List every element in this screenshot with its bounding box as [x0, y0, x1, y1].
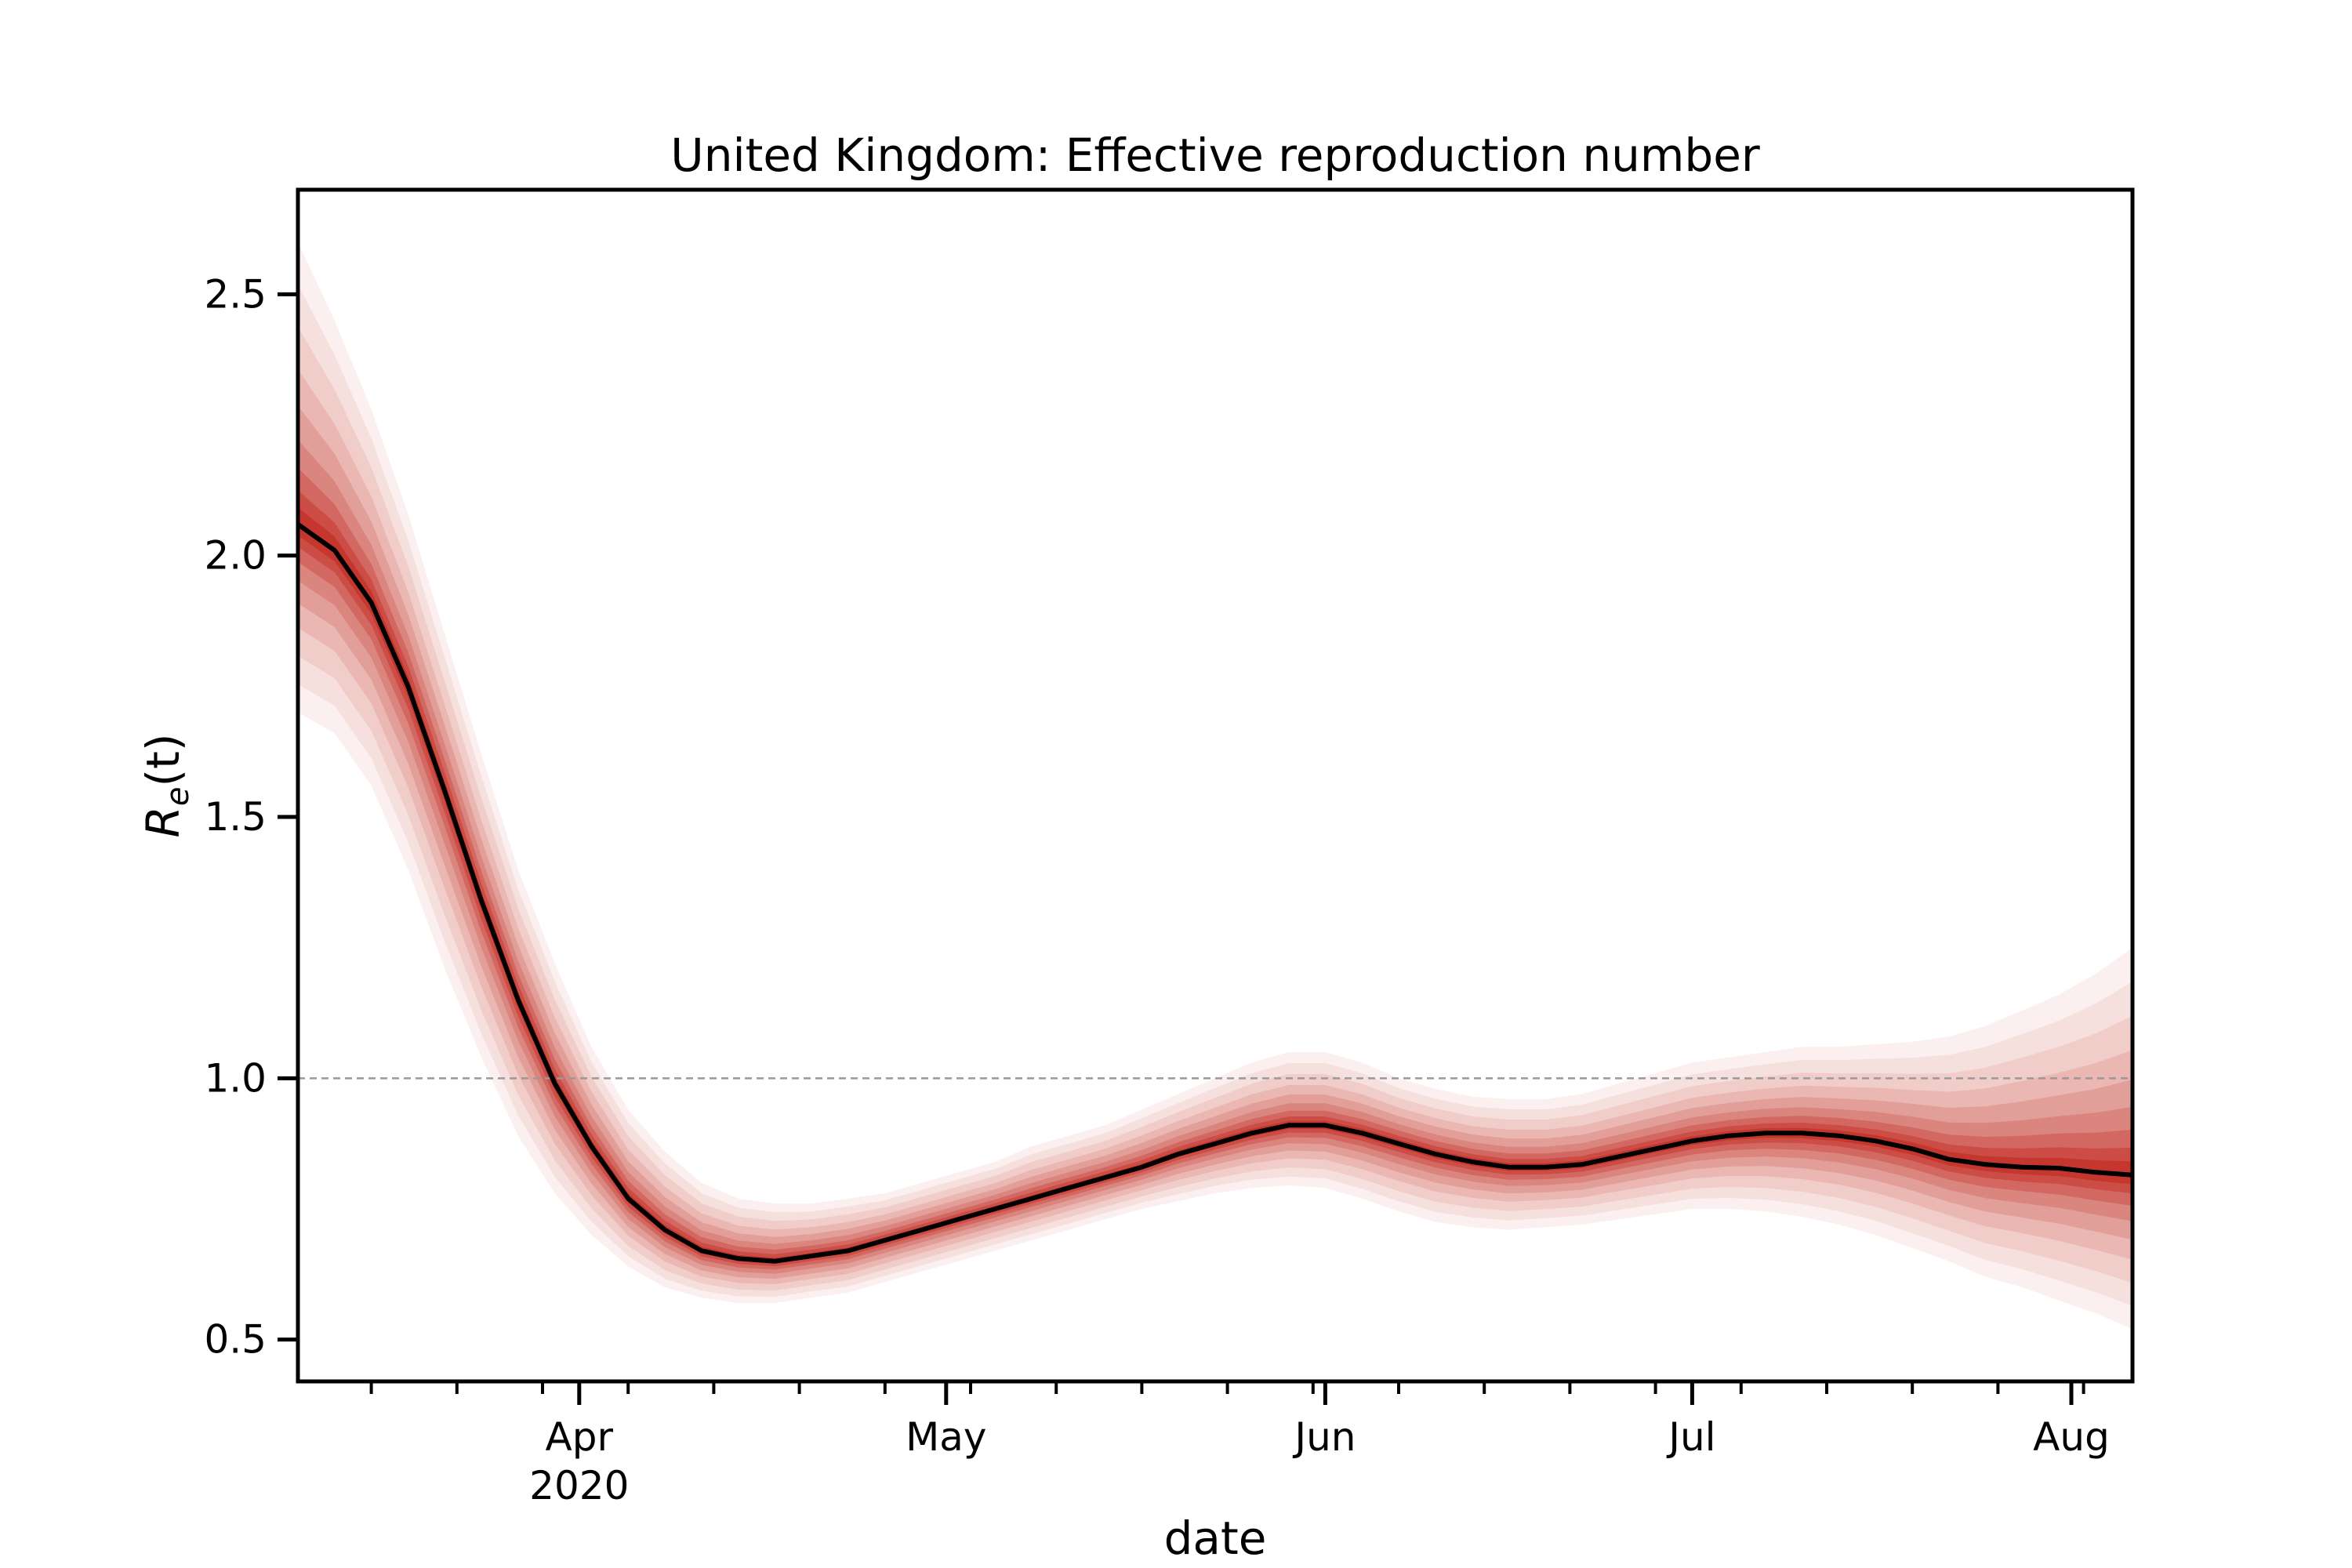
credible-band-3: [298, 326, 2132, 1291]
y-tick-label-2.0: 2.0: [204, 533, 267, 579]
y-tick-label-2.5: 2.5: [204, 271, 267, 317]
plot-frame: [296, 187, 2135, 1384]
x-tick-label-Jun: Jun: [1292, 1414, 1356, 1460]
y-label-suffix: (t): [136, 734, 190, 787]
credible-band-5: [298, 405, 2132, 1279]
credible-interval-bands: [298, 241, 2132, 1330]
y-label-subscript: e: [160, 787, 196, 807]
credible-band-1: [298, 241, 2132, 1330]
x-tick-label-Apr: Apr: [546, 1414, 614, 1460]
credible-band-2: [298, 284, 2132, 1306]
y-axis-label: Re(t): [136, 734, 196, 838]
y-axis: 0.5 1.0 1.5 2.0 2.5: [204, 271, 298, 1363]
x-axis-label: date: [1164, 1512, 1267, 1565]
y-label-main: R: [136, 806, 190, 837]
credible-band-4: [298, 368, 2132, 1285]
x-tick-label-Aug: Aug: [2033, 1414, 2110, 1460]
chart-title: United Kingdom: Effective reproduction n…: [670, 129, 1760, 182]
y-tick-label-0.5: 0.5: [204, 1317, 267, 1363]
x-tick-label-May: May: [906, 1414, 986, 1460]
x-tick-label-Jul: Jul: [1666, 1414, 1715, 1460]
y-tick-label-1.0: 1.0: [204, 1055, 267, 1101]
median-rt-line: [298, 522, 2132, 1264]
y-tick-label-1.5: 1.5: [204, 794, 267, 840]
x-tick-year-label: 2020: [529, 1463, 629, 1508]
